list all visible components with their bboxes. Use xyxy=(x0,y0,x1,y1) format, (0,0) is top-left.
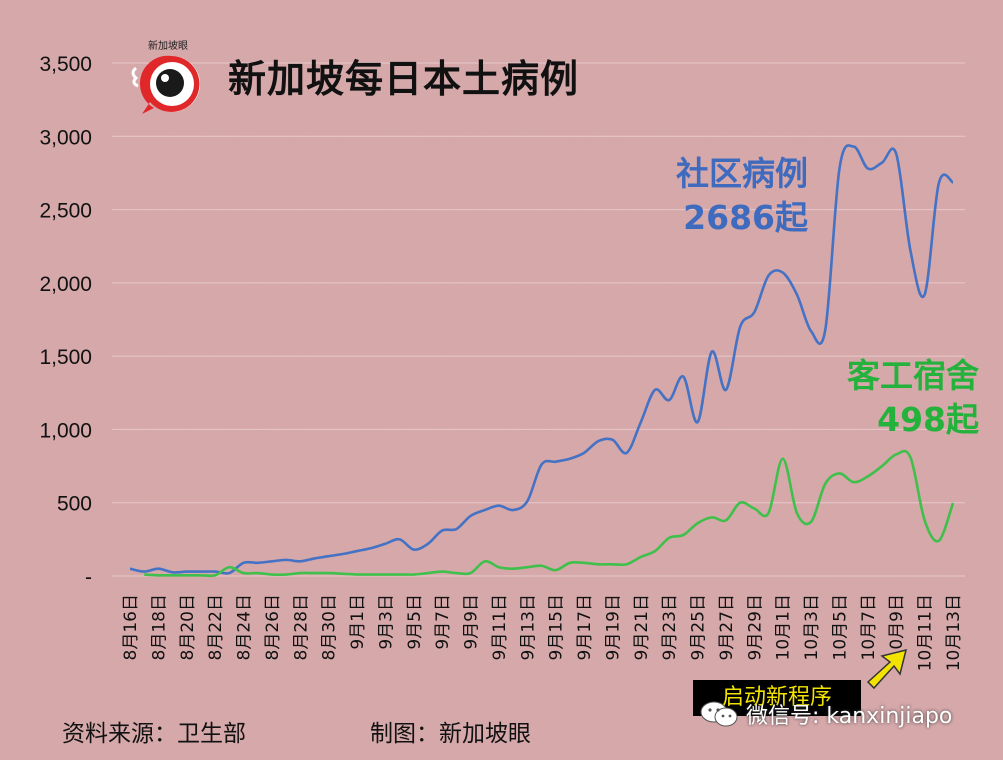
x-tick-label: 9月11日 xyxy=(490,594,510,660)
x-tick-label: 10月7日 xyxy=(859,594,879,660)
x-tick-label: 8月26日 xyxy=(263,594,283,660)
y-tick-label: 500 xyxy=(57,493,92,516)
wechat-icon xyxy=(700,701,738,727)
x-axis-ticks: 8月16日 8月18日 8月20日 8月22日 8月24日 8月26日 8月28日 8月30日… xyxy=(121,594,964,671)
x-tick-label: 8月28日 xyxy=(291,594,311,660)
x-tick-label: 9月3日 xyxy=(376,594,396,650)
x-tick-label: 8月22日 xyxy=(206,594,226,660)
x-tick-label: 9月15日 xyxy=(547,594,567,660)
x-tick-label: 9月21日 xyxy=(632,594,652,660)
x-tick-label: 9月5日 xyxy=(405,594,425,650)
arrow-icon xyxy=(866,648,908,690)
x-tick-label: 9月1日 xyxy=(348,594,368,650)
x-tick-label: 9月9日 xyxy=(462,594,482,650)
y-tick-label: 3,500 xyxy=(39,53,92,76)
y-tick-label: 1,000 xyxy=(39,419,92,442)
wechat-watermark: 微信号: kanxinjiapo xyxy=(700,698,952,730)
x-tick-label: 10月1日 xyxy=(774,594,794,660)
y-axis-ticks: - 500 1,000 1,500 2,000 2,500 3,000 3,500 xyxy=(39,53,92,589)
x-tick-label: 8月20日 xyxy=(178,594,198,660)
x-tick-label: 10月3日 xyxy=(802,594,822,660)
y-tick-label: 2,000 xyxy=(39,273,92,296)
x-tick-label: 10月11日 xyxy=(916,594,936,671)
x-tick-label: 9月23日 xyxy=(660,594,680,660)
x-tick-label: 10月5日 xyxy=(830,594,850,660)
x-tick-label: 8月24日 xyxy=(235,594,255,660)
dorm-value: 498起 xyxy=(877,400,979,439)
dorm-annotation: 客工宿舍 498起 xyxy=(847,354,979,442)
x-tick-label: 8月30日 xyxy=(320,594,340,660)
x-tick-label: 8月16日 xyxy=(121,594,141,660)
x-tick-label: 9月25日 xyxy=(689,594,709,660)
x-tick-label: 9月17日 xyxy=(575,594,595,660)
x-tick-label: 9月19日 xyxy=(603,594,623,660)
gridlines xyxy=(112,62,965,577)
x-tick-label: 9月7日 xyxy=(433,594,453,650)
wechat-id: 微信号: kanxinjiapo xyxy=(746,704,953,729)
brand-logo: 新加坡眼 xyxy=(128,38,210,120)
x-tick-label: 9月29日 xyxy=(745,594,765,660)
x-tick-label: 9月13日 xyxy=(518,594,538,660)
community-series-line xyxy=(129,144,954,575)
y-tick-label: 1,500 xyxy=(39,346,92,369)
community-value: 2686起 xyxy=(683,198,808,237)
logo-text: 新加坡眼 xyxy=(148,39,188,52)
dorm-series-line xyxy=(144,449,955,578)
community-label: 社区病例 xyxy=(676,154,808,193)
credit-note: 制图：新加坡眼 xyxy=(370,721,531,747)
x-tick-label: 10月9日 xyxy=(887,594,907,660)
chart-title: 新加坡每日本土病例 xyxy=(228,57,580,101)
series-lines xyxy=(129,144,955,578)
x-tick-label: 10月13日 xyxy=(944,594,964,671)
x-tick-label: 9月27日 xyxy=(717,594,737,660)
x-tick-label: 8月18日 xyxy=(149,594,169,660)
source-note: 资料来源：卫生部 xyxy=(62,721,246,747)
y-tick-label: 3,000 xyxy=(39,126,92,149)
dorm-label: 客工宿舍 xyxy=(847,356,979,395)
y-tick-label: 2,500 xyxy=(39,200,92,223)
y-tick-label: - xyxy=(85,566,92,589)
community-annotation: 社区病例 2686起 xyxy=(676,152,808,240)
